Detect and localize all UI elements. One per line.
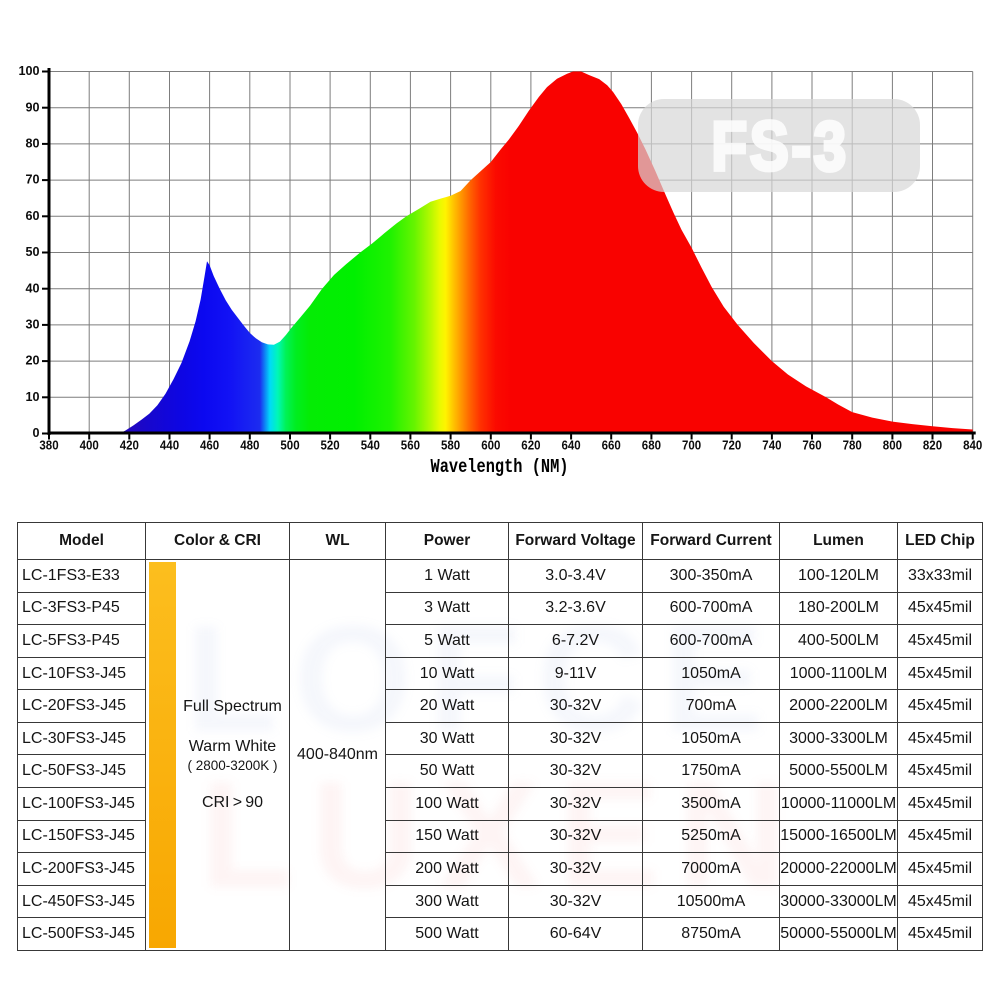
svg-text:680: 680	[642, 438, 661, 452]
svg-text:840: 840	[963, 438, 982, 452]
svg-text:760: 760	[802, 438, 821, 452]
svg-text:70: 70	[25, 173, 39, 187]
svg-text:520: 520	[321, 438, 340, 452]
svg-text:20: 20	[25, 354, 39, 368]
svg-text:700: 700	[682, 438, 701, 452]
svg-text:0: 0	[32, 426, 39, 440]
svg-text:10: 10	[25, 390, 39, 404]
svg-text:380: 380	[39, 438, 58, 452]
svg-text:740: 740	[762, 438, 781, 452]
svg-text:460: 460	[200, 438, 219, 452]
svg-text:580: 580	[441, 438, 460, 452]
svg-text:100: 100	[18, 64, 39, 78]
svg-text:400: 400	[80, 438, 99, 452]
svg-text:640: 640	[562, 438, 581, 452]
svg-text:420: 420	[120, 438, 139, 452]
svg-text:600: 600	[481, 438, 500, 452]
svg-text:800: 800	[883, 438, 902, 452]
svg-text:30: 30	[25, 318, 39, 332]
svg-text:620: 620	[521, 438, 540, 452]
svg-text:780: 780	[843, 438, 862, 452]
svg-text:540: 540	[361, 438, 380, 452]
svg-text:720: 720	[722, 438, 741, 452]
svg-text:820: 820	[923, 438, 942, 452]
svg-text:Wavelength (NM): Wavelength (NM)	[431, 456, 569, 478]
svg-text:440: 440	[160, 438, 179, 452]
svg-text:FS-3: FS-3	[711, 106, 848, 185]
svg-text:90: 90	[25, 100, 39, 114]
svg-text:660: 660	[602, 438, 621, 452]
svg-text:480: 480	[240, 438, 259, 452]
svg-text:80: 80	[25, 137, 39, 151]
svg-text:60: 60	[25, 209, 39, 223]
svg-text:500: 500	[280, 438, 299, 452]
svg-text:40: 40	[25, 281, 39, 295]
svg-text:560: 560	[401, 438, 420, 452]
svg-text:50: 50	[25, 245, 39, 259]
